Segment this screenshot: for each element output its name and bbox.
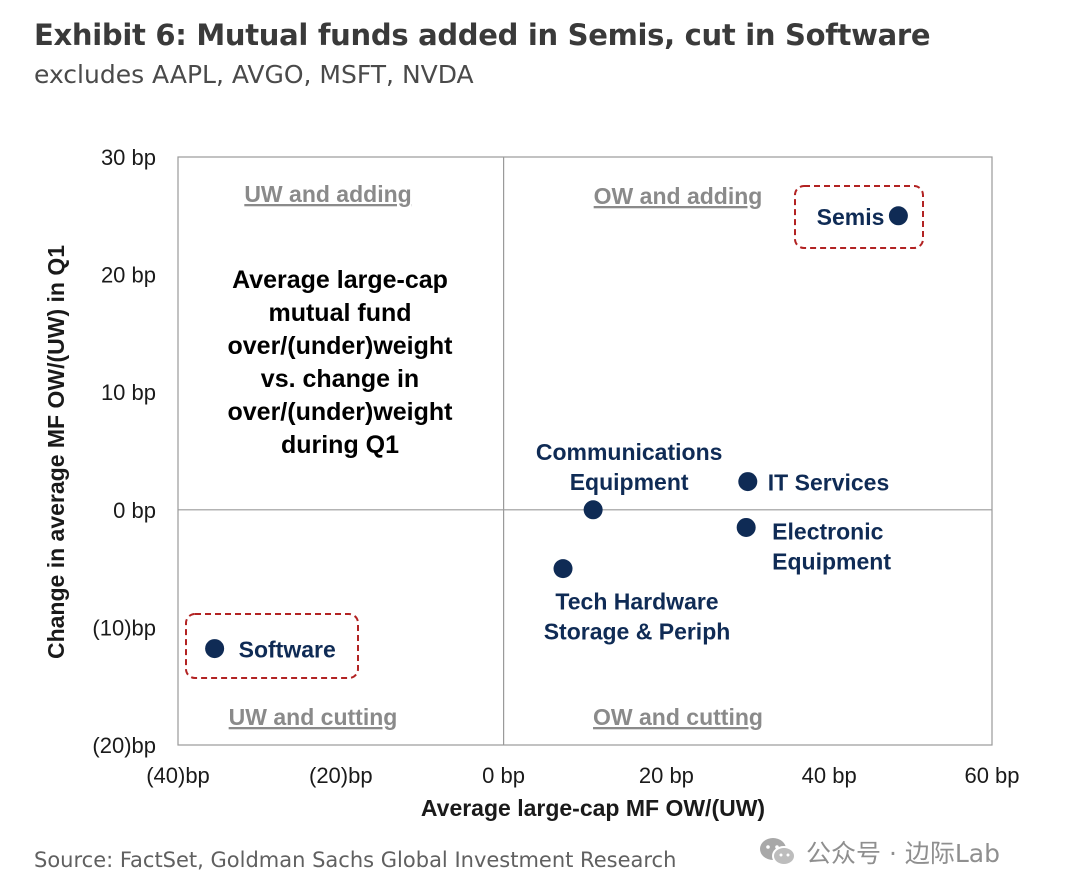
point-label: Equipment (772, 548, 891, 574)
point-label: IT Services (768, 470, 889, 496)
data-points: Semis Communications Equipment IT Services E… (185, 185, 924, 679)
chart-annotation: Average large-cap mutual fund over/(under)… (227, 266, 453, 459)
y-tick-label: 30 bp (101, 145, 156, 170)
point-label: Equipment (570, 469, 689, 495)
data-point (205, 639, 225, 659)
quadrant-labels: UW and adding OW and adding UW and cutting… (229, 181, 763, 730)
point-label: Electronic (772, 518, 883, 544)
chart-title: Exhibit 6: Mutual funds added in Semis, … (34, 18, 931, 52)
highlight-box (185, 613, 359, 679)
y-axis-ticks: 30 bp 20 bp 10 bp 0 bp (10)bp (20)bp (92, 145, 156, 758)
y-axis-title: Change in average MF OW/(UW) in Q1 (43, 245, 69, 659)
y-tick-label: (20)bp (92, 733, 156, 758)
quadrant-label: OW and adding (594, 183, 763, 209)
point-label: Semis (817, 204, 885, 230)
x-tick-label: 0 bp (482, 763, 525, 788)
data-point (738, 472, 758, 492)
point-label: Storage & Periph (544, 619, 731, 645)
x-tick-label: 40 bp (802, 763, 857, 788)
x-tick-label: (20)bp (309, 763, 373, 788)
x-tick-label: (40)bp (146, 763, 210, 788)
highlight-box (794, 185, 924, 249)
y-tick-label: (10)bp (92, 615, 156, 640)
point-label: Communications (536, 439, 723, 465)
annotation-line: during Q1 (281, 431, 399, 459)
point-label: Software (239, 637, 336, 663)
watermark: 公众号 · 边际Lab (758, 834, 1000, 870)
data-point (583, 500, 603, 520)
y-tick-label: 10 bp (101, 380, 156, 405)
x-tick-label: 60 bp (964, 763, 1019, 788)
annotation-line: mutual fund (268, 299, 411, 327)
quadrant-label: UW and adding (244, 181, 411, 207)
quadrant-label: UW and cutting (229, 704, 398, 730)
plot-border (177, 156, 993, 746)
x-tick-label: 20 bp (639, 763, 694, 788)
chart-subtitle: excludes AAPL, AVGO, MSFT, NVDA (34, 60, 474, 89)
annotation-line: vs. change in (261, 365, 419, 393)
data-point (736, 517, 756, 537)
data-point (553, 559, 573, 579)
x-axis-title: Average large-cap MF OW/(UW) (421, 795, 765, 821)
annotation-line: over/(under)weight (227, 398, 453, 426)
y-tick-label: 20 bp (101, 263, 156, 288)
point-label: Tech Hardware (555, 589, 718, 615)
source-note: Source: FactSet, Goldman Sachs Global In… (34, 848, 677, 872)
watermark-text: 公众号 · 边际Lab (806, 839, 1000, 868)
quadrant-label: OW and cutting (593, 704, 763, 730)
x-axis-ticks: (40)bp (20)bp 0 bp 20 bp 40 bp 60 bp (146, 763, 1019, 788)
wechat-icon (760, 838, 796, 866)
annotation-line: Average large-cap (232, 266, 448, 294)
data-point (888, 206, 908, 226)
annotation-line: over/(under)weight (227, 332, 453, 360)
scatter-chart: (40)bp (20)bp 0 bp 20 bp 40 bp 60 bp 30 bp 20 … (43, 145, 1020, 821)
y-tick-label: 0 bp (113, 498, 156, 523)
